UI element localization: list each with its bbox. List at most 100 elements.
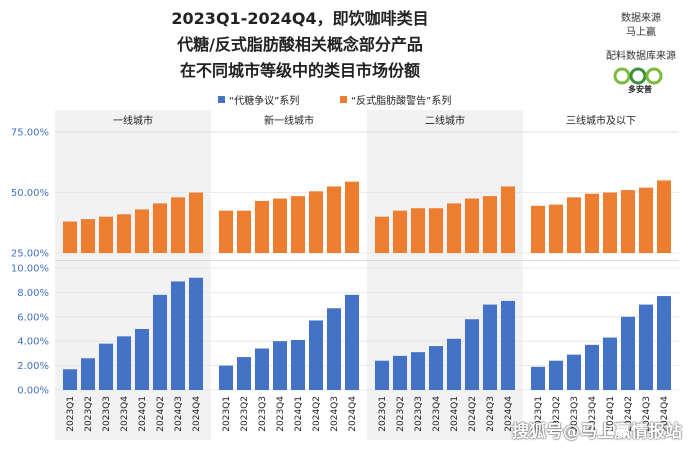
x-tick-label: 2023Q3 (570, 396, 580, 432)
legend-swatch-blue (218, 96, 225, 103)
x-tick-label: 2024Q3 (642, 396, 652, 432)
bottom-bar (428, 346, 444, 390)
bottom-y-tick-label: 4.00% (17, 337, 49, 348)
bottom-bar (500, 300, 516, 390)
top-y-tick-label: 75.00% (11, 128, 49, 139)
top-bar (446, 203, 462, 253)
bottom-bar (344, 294, 360, 390)
brand-name: 多安普 (628, 84, 652, 94)
x-tick-label: 2024Q4 (660, 396, 670, 432)
source-label-2: 配料数据库来源 (606, 51, 676, 62)
source-name: 马上赢 (626, 27, 656, 38)
x-tick-label: 2024Q2 (312, 396, 322, 432)
bottom-bar (290, 339, 306, 390)
top-bar (98, 216, 114, 253)
bottom-bar (410, 352, 426, 390)
top-bar (170, 197, 186, 253)
bottom-bar (152, 294, 168, 390)
top-bar (80, 219, 96, 253)
x-tick-label: 2023Q1 (534, 396, 544, 432)
legend-label-sweetener: “代糖争议”系列 (229, 96, 300, 107)
bottom-bar (482, 304, 498, 390)
bottom-bar (98, 343, 114, 390)
brand-logo: 多安普 (610, 66, 670, 94)
bottom-bar (566, 354, 582, 390)
top-bar (254, 200, 270, 253)
top-bar (500, 186, 516, 253)
x-tick-label: 2023Q2 (552, 396, 562, 432)
top-bar (566, 197, 582, 253)
top-bar (548, 204, 564, 253)
bottom-bar (620, 316, 636, 390)
bottom-bar (170, 281, 186, 390)
top-bar (290, 196, 306, 253)
x-tick-label: 2023Q3 (414, 396, 424, 432)
panel-title: 三线城市及以下 (566, 114, 636, 127)
x-tick-label: 2023Q1 (66, 396, 76, 432)
top-bar (392, 210, 408, 253)
legend-label-transfat: “反式脂肪酸警告”系列 (351, 96, 452, 107)
bottom-bar (464, 319, 480, 390)
top-bar (218, 210, 234, 253)
legend-swatch-orange (340, 96, 347, 103)
bottom-bar (602, 337, 618, 390)
x-tick-label: 2023Q2 (396, 396, 406, 432)
panel-background (55, 110, 211, 440)
bottom-bar (80, 358, 96, 390)
x-tick-label: 2024Q4 (504, 396, 514, 432)
panel-title: 二线城市 (425, 114, 465, 127)
top-bar (428, 208, 444, 253)
top-bar (482, 196, 498, 253)
top-bar (134, 209, 150, 253)
panel-background (367, 110, 523, 440)
top-y-tick-label: 25.00% (11, 249, 49, 260)
bottom-bar (116, 336, 132, 390)
top-bar (152, 203, 168, 253)
bottom-bar (584, 344, 600, 390)
x-tick-label: 2024Q3 (330, 396, 340, 432)
legend-item-sweetener: “代糖争议”系列 (218, 92, 299, 107)
bottom-bar (374, 360, 390, 390)
top-bar (326, 186, 342, 253)
brand-logo-icon: 多安普 (613, 67, 663, 94)
top-bar (584, 193, 600, 253)
bottom-y-tick-label: 0.00% (17, 386, 49, 397)
x-tick-label: 2024Q4 (192, 396, 202, 432)
top-bar (374, 216, 390, 253)
bottom-bar (656, 296, 672, 390)
top-bar (530, 205, 546, 253)
x-tick-label: 2023Q4 (588, 396, 598, 432)
bottom-bar (62, 369, 78, 390)
top-bar (620, 190, 636, 253)
top-bar (62, 221, 78, 253)
bottom-y-tick-label: 10.00% (11, 264, 49, 275)
bottom-bar (218, 365, 234, 390)
x-tick-label: 2024Q2 (156, 396, 166, 432)
bottom-bar (188, 277, 204, 390)
bottom-bar (134, 329, 150, 390)
bottom-bar (254, 348, 270, 390)
top-bar (464, 198, 480, 253)
source-label: 数据来源 (621, 13, 661, 24)
top-bar (116, 214, 132, 253)
x-tick-label: 2023Q2 (84, 396, 94, 432)
top-bar (410, 208, 426, 253)
chart-title-line-1: 2023Q1-2024Q4，即饮咖啡类目 (171, 9, 429, 28)
x-tick-label: 2023Q3 (258, 396, 268, 432)
x-tick-label: 2024Q3 (174, 396, 184, 432)
x-tick-label: 2023Q4 (276, 396, 286, 432)
x-tick-label: 2023Q4 (432, 396, 442, 432)
bottom-bar (272, 341, 288, 390)
x-tick-label: 2024Q3 (486, 396, 496, 432)
watermark: 搜狐号@马上赢情报站 (512, 422, 682, 442)
top-bar (638, 187, 654, 253)
x-tick-label: 2023Q3 (102, 396, 112, 432)
x-tick-label: 2024Q4 (348, 396, 358, 432)
chart-title-line-2: 代糖/反式脂肪酸相关概念部分产品 (177, 35, 423, 54)
chart-title-line-3: 在不同城市等级中的类目市场份额 (179, 61, 420, 80)
x-tick-label: 2024Q2 (624, 396, 634, 432)
top-bar (308, 191, 324, 253)
top-bar (236, 210, 252, 253)
bottom-bar (638, 304, 654, 390)
top-y-tick-label: 50.00% (11, 188, 49, 199)
